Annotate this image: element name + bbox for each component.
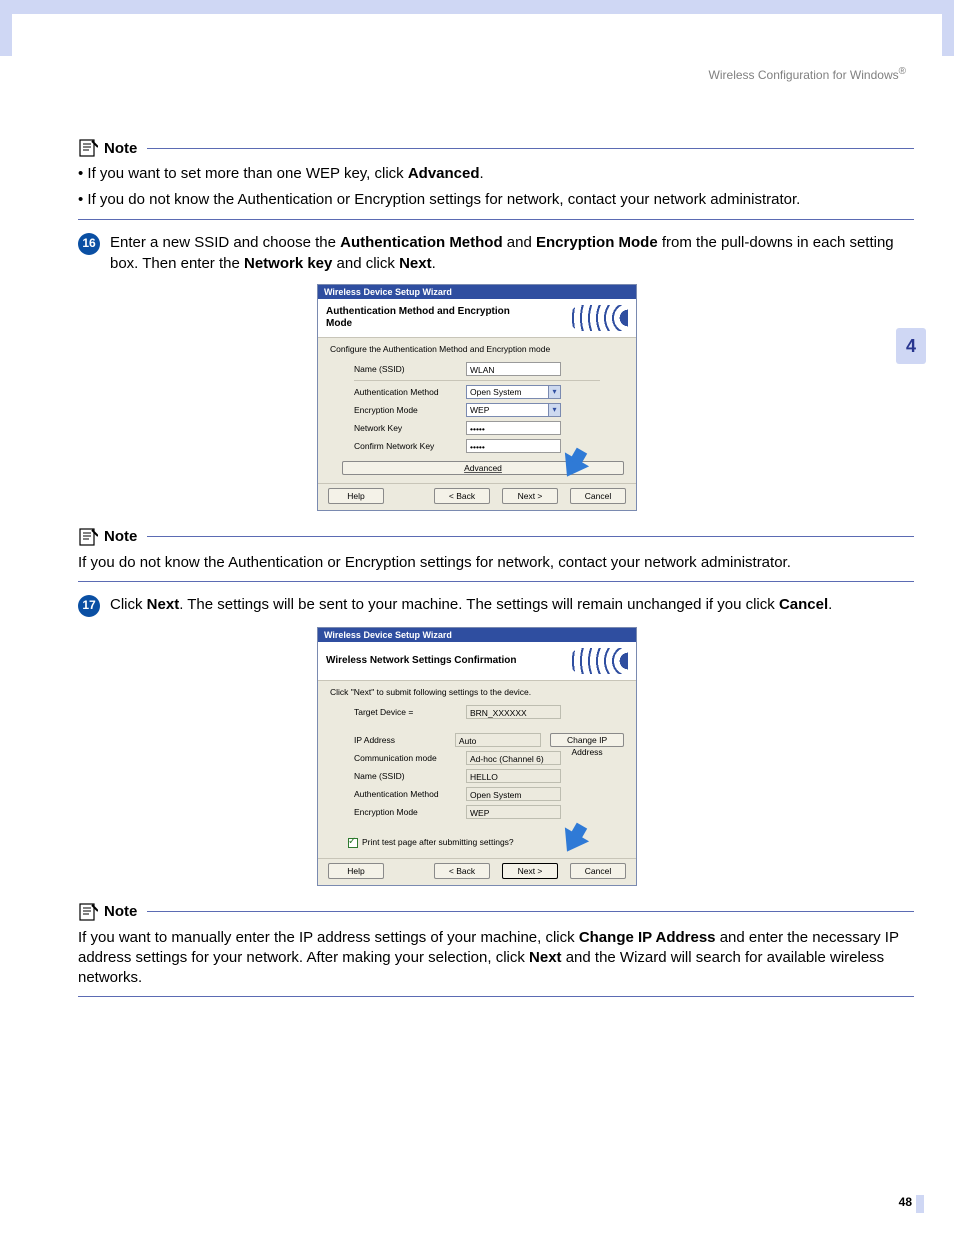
step-17-text: Click Next. The settings will be sent to… bbox=[110, 594, 914, 617]
chevron-down-icon: ▾ bbox=[548, 386, 560, 398]
note-block-3: Note If you want to manually enter the I… bbox=[78, 902, 914, 998]
note-rule bbox=[147, 911, 914, 912]
note-label: Note bbox=[104, 903, 137, 920]
wizard-confirm-dialog: Wireless Device Setup Wizard Wireless Ne… bbox=[317, 627, 637, 886]
note-icon bbox=[78, 527, 98, 547]
wizard1-titlebar: Wireless Device Setup Wizard bbox=[318, 285, 636, 299]
note-block-2: Note If you do not know the Authenticati… bbox=[78, 527, 914, 582]
ssid2-label: Name (SSID) bbox=[354, 771, 466, 781]
note2-text: If you do not know the Authentication or… bbox=[78, 553, 914, 573]
note-icon bbox=[78, 138, 98, 158]
note-icon bbox=[78, 902, 98, 922]
auth2-label: Authentication Method bbox=[354, 789, 466, 799]
key-input[interactable]: ••••• bbox=[466, 421, 561, 435]
note-block-1: Note If you want to set more than one WE… bbox=[78, 138, 914, 220]
back-button[interactable]: < Back bbox=[434, 488, 490, 504]
page-accent bbox=[916, 1195, 924, 1213]
page-header: Wireless Configuration for Windows® bbox=[0, 66, 906, 82]
wizard2-subtitle: Click "Next" to submit following setting… bbox=[330, 687, 624, 697]
enc2-value: WEP bbox=[466, 805, 561, 819]
page-top-border bbox=[0, 0, 954, 56]
confirm-key-input[interactable]: ••••• bbox=[466, 439, 561, 453]
chevron-down-icon: ▾ bbox=[548, 404, 560, 416]
note-close-rule bbox=[78, 996, 914, 997]
wizard1-subtitle: Configure the Authentication Method and … bbox=[330, 344, 624, 354]
next-button[interactable]: Next > bbox=[502, 863, 558, 879]
wizard-auth-dialog: Wireless Device Setup Wizard Authenticat… bbox=[317, 284, 637, 511]
print-test-checkbox[interactable] bbox=[348, 838, 358, 848]
enc-label: Encryption Mode bbox=[354, 405, 466, 415]
note-rule bbox=[147, 536, 914, 537]
comm-value: Ad-hoc (Channel 6) bbox=[466, 751, 561, 765]
help-button[interactable]: Help bbox=[328, 488, 384, 504]
back-button[interactable]: < Back bbox=[434, 863, 490, 879]
enc-select[interactable]: WEP▾ bbox=[466, 403, 561, 417]
wizard2-titlebar: Wireless Device Setup Wizard bbox=[318, 628, 636, 642]
header-text: Wireless Configuration for Windows bbox=[709, 68, 899, 82]
ssid2-value: HELLO bbox=[466, 769, 561, 783]
confirm-key-label: Confirm Network Key bbox=[354, 441, 466, 451]
step-badge-16: 16 bbox=[78, 233, 100, 255]
chapter-number: 4 bbox=[906, 336, 916, 357]
note-label: Note bbox=[104, 140, 137, 157]
page-number: 48 bbox=[899, 1195, 912, 1209]
next-button[interactable]: Next > bbox=[502, 488, 558, 504]
ssid-input[interactable]: WLAN bbox=[466, 362, 561, 376]
target-label: Target Device = bbox=[354, 707, 466, 717]
cancel-button[interactable]: Cancel bbox=[570, 863, 626, 879]
ip-label: IP Address bbox=[354, 735, 455, 745]
step-16: 16 Enter a new SSID and choose the Authe… bbox=[78, 232, 914, 274]
note-close-rule bbox=[78, 219, 914, 220]
help-button[interactable]: Help bbox=[328, 863, 384, 879]
auth-label: Authentication Method bbox=[354, 387, 439, 397]
step-17: 17 Click Next. The settings will be sent… bbox=[78, 594, 914, 617]
ip-value: Auto bbox=[455, 733, 541, 747]
ssid-label: Name (SSID) bbox=[354, 364, 466, 374]
key-label: Network Key bbox=[354, 423, 466, 433]
wireless-icon bbox=[570, 305, 628, 331]
auth-select[interactable]: Open System▾ bbox=[466, 385, 561, 399]
change-ip-button[interactable]: Change IP Address bbox=[550, 733, 624, 747]
cancel-button[interactable]: Cancel bbox=[570, 488, 626, 504]
note3-text: If you want to manually enter the IP add… bbox=[78, 928, 914, 989]
note1-item-2: If you do not know the Authentication or… bbox=[78, 190, 914, 210]
step-badge-17: 17 bbox=[78, 595, 100, 617]
chapter-tab: 4 bbox=[896, 328, 926, 364]
note-close-rule bbox=[78, 581, 914, 582]
wireless-icon bbox=[570, 648, 628, 674]
auth2-value: Open System bbox=[466, 787, 561, 801]
print-test-label: Print test page after submitting setting… bbox=[362, 837, 514, 847]
wizard1-title: Authentication Method and Encryption Mod… bbox=[326, 306, 526, 330]
note-label: Note bbox=[104, 528, 137, 545]
step-16-text: Enter a new SSID and choose the Authenti… bbox=[110, 232, 914, 274]
registered-mark: ® bbox=[899, 66, 906, 77]
wizard2-title: Wireless Network Settings Confirmation bbox=[326, 655, 517, 667]
note-rule bbox=[147, 148, 914, 149]
note1-item-1: If you want to set more than one WEP key… bbox=[78, 164, 914, 184]
comm-label: Communication mode bbox=[354, 753, 466, 763]
enc2-label: Encryption Mode bbox=[354, 807, 466, 817]
target-value: BRN_XXXXXX bbox=[466, 705, 561, 719]
